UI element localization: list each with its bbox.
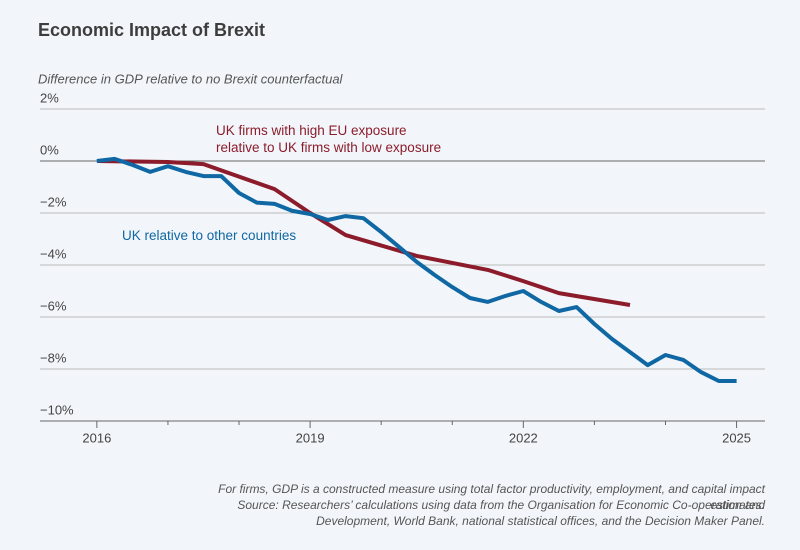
y-tick-label: −2% (40, 194, 67, 209)
y-tick-label: 0% (40, 142, 59, 157)
y-tick-label: −6% (40, 298, 67, 313)
y-tick-label: 2% (40, 90, 59, 105)
series-label: UK relative to other countries (122, 228, 297, 243)
x-tick-label: 2019 (296, 430, 325, 445)
note: For firms, GDP is a constructed measure … (218, 482, 765, 512)
chart-subtitle: Difference in GDP relative to no Brexit … (38, 71, 344, 86)
y-tick-label: −8% (40, 350, 67, 365)
series-line (96, 159, 631, 307)
source: Source: Researchers’ calculations using … (237, 498, 765, 528)
series-line (96, 156, 737, 383)
y-tick-label: −4% (40, 246, 67, 261)
y-tick-label: −10% (40, 402, 74, 417)
x-tick-label: 2016 (82, 430, 111, 445)
series-label: UK firms with high EU exposure relative … (216, 123, 442, 155)
chart-title: Economic Impact of Brexit (38, 20, 265, 40)
x-tick-label: 2025 (722, 430, 751, 445)
x-tick-label: 2022 (509, 430, 538, 445)
